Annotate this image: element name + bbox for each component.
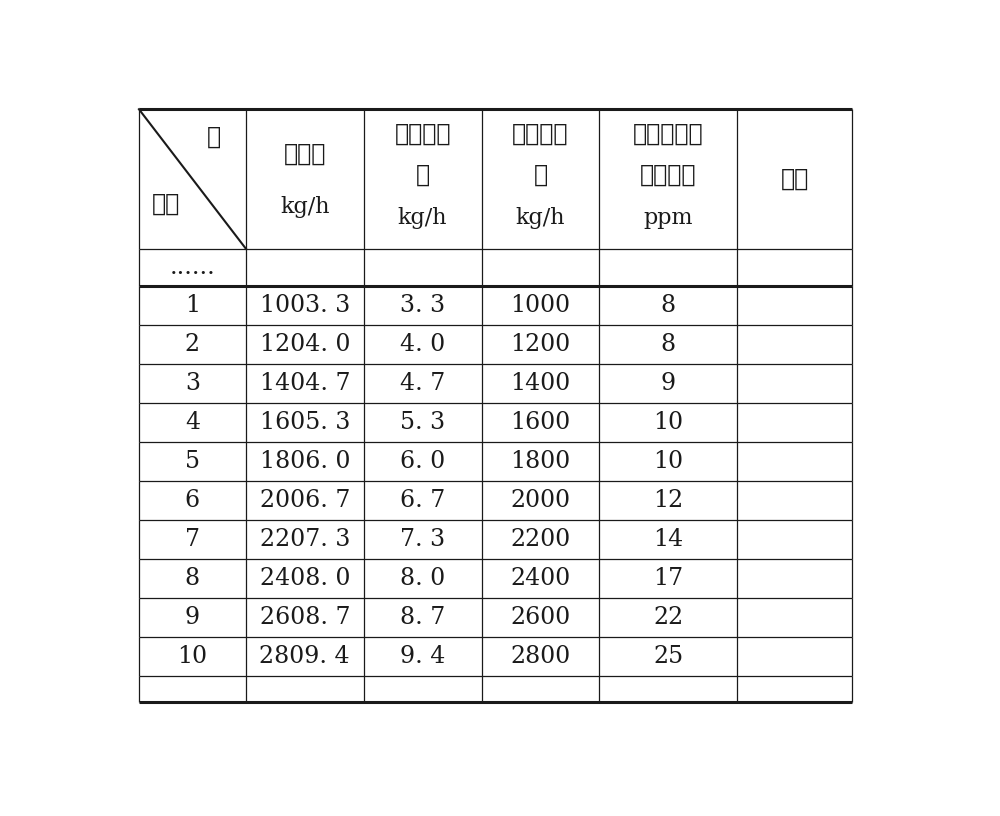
Text: 重液排放: 重液排放 xyxy=(394,123,451,146)
Text: 8: 8 xyxy=(661,295,676,317)
Text: kg/h: kg/h xyxy=(398,207,447,229)
Text: 进料量: 进料量 xyxy=(284,142,326,166)
Text: 4. 0: 4. 0 xyxy=(400,334,445,357)
Text: 4. 7: 4. 7 xyxy=(400,372,445,395)
Text: 1200: 1200 xyxy=(510,334,571,357)
Text: 5. 3: 5. 3 xyxy=(400,411,445,434)
Text: kg/h: kg/h xyxy=(516,207,565,229)
Text: 2809. 4: 2809. 4 xyxy=(259,645,350,668)
Text: 备注: 备注 xyxy=(780,167,809,190)
Text: 2608. 7: 2608. 7 xyxy=(260,606,350,629)
Text: 1800: 1800 xyxy=(510,450,571,473)
Text: kg/h: kg/h xyxy=(280,196,330,218)
Text: 1204. 0: 1204. 0 xyxy=(260,334,350,357)
Text: 5: 5 xyxy=(185,450,200,473)
Text: 1806. 0: 1806. 0 xyxy=(260,450,350,473)
Text: 1600: 1600 xyxy=(510,411,571,434)
Text: 22: 22 xyxy=(653,606,683,629)
Text: ppm: ppm xyxy=(644,207,693,229)
Text: 2600: 2600 xyxy=(510,606,571,629)
Text: 2200: 2200 xyxy=(510,528,571,551)
Text: 8. 7: 8. 7 xyxy=(400,606,445,629)
Text: 8: 8 xyxy=(661,334,676,357)
Text: 7. 3: 7. 3 xyxy=(400,528,445,551)
Text: 1404. 7: 1404. 7 xyxy=(260,372,350,395)
Text: 2: 2 xyxy=(185,334,200,357)
Text: 10: 10 xyxy=(177,645,207,668)
Text: 9: 9 xyxy=(661,372,676,395)
Text: 25: 25 xyxy=(653,645,683,668)
Text: 2006. 7: 2006. 7 xyxy=(260,489,350,512)
Text: 9: 9 xyxy=(185,606,200,629)
Text: 清液杂多酸: 清液杂多酸 xyxy=(633,123,704,146)
Text: 2400: 2400 xyxy=(510,567,571,590)
Text: 2800: 2800 xyxy=(510,645,571,668)
Text: 12: 12 xyxy=(653,489,683,512)
Text: 1000: 1000 xyxy=(510,295,570,317)
Text: 10: 10 xyxy=(653,411,683,434)
Text: 进: 进 xyxy=(207,126,221,149)
Text: 平均含量: 平均含量 xyxy=(640,163,697,186)
Text: 清液采出: 清液采出 xyxy=(512,123,569,146)
Text: 1003. 3: 1003. 3 xyxy=(260,295,350,317)
Text: 6. 0: 6. 0 xyxy=(400,450,445,473)
Text: 1605. 3: 1605. 3 xyxy=(260,411,350,434)
Text: 2000: 2000 xyxy=(510,489,570,512)
Text: 2207. 3: 2207. 3 xyxy=(260,528,350,551)
Text: 3. 3: 3. 3 xyxy=(400,295,445,317)
Text: 出料: 出料 xyxy=(152,193,180,215)
Text: ......: ...... xyxy=(170,256,215,279)
Text: 8. 0: 8. 0 xyxy=(400,567,445,590)
Text: 6. 7: 6. 7 xyxy=(400,489,445,512)
Text: 1400: 1400 xyxy=(510,372,571,395)
Text: 量: 量 xyxy=(416,163,430,186)
Text: 14: 14 xyxy=(653,528,683,551)
Text: 8: 8 xyxy=(185,567,200,590)
Text: 17: 17 xyxy=(653,567,683,590)
Text: 10: 10 xyxy=(653,450,683,473)
Text: 3: 3 xyxy=(185,372,200,395)
Text: 2408. 0: 2408. 0 xyxy=(260,567,350,590)
Text: 6: 6 xyxy=(185,489,200,512)
Text: 4: 4 xyxy=(185,411,200,434)
Text: 7: 7 xyxy=(185,528,200,551)
Text: 1: 1 xyxy=(185,295,200,317)
Text: 9. 4: 9. 4 xyxy=(400,645,445,668)
Text: 量: 量 xyxy=(533,163,547,186)
